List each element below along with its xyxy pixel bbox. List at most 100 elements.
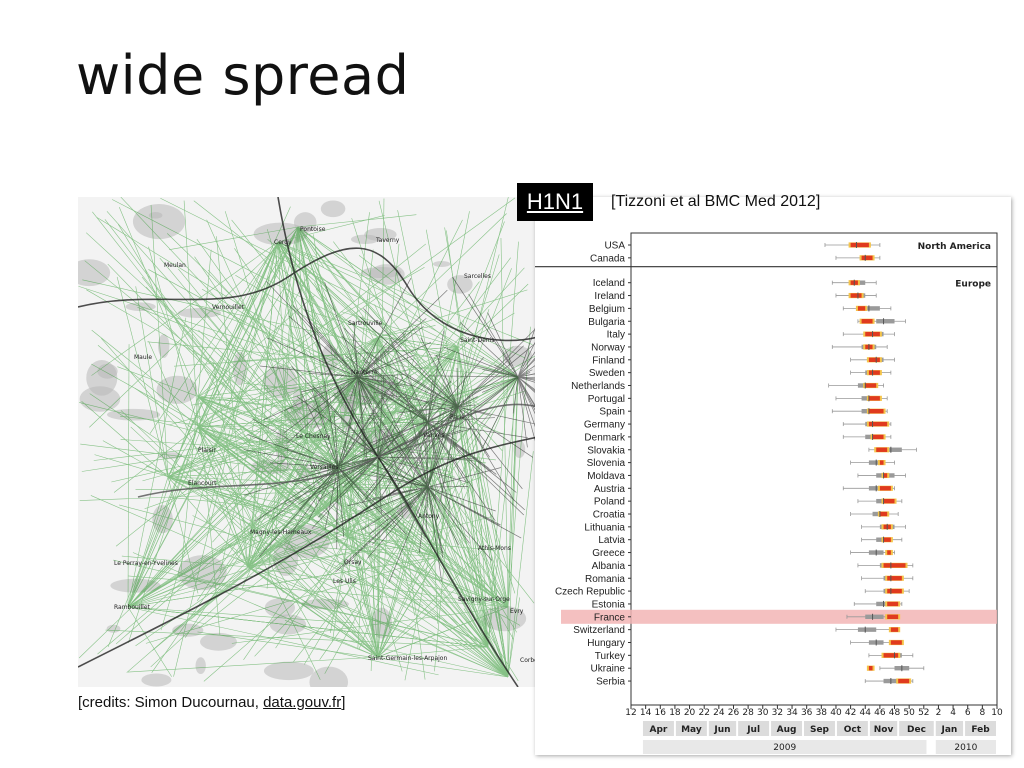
month-label: Jul bbox=[746, 725, 760, 735]
dense-route bbox=[337, 466, 368, 508]
x-tick-label: 52 bbox=[918, 708, 929, 718]
dense-route bbox=[427, 439, 441, 488]
dense-route bbox=[481, 376, 519, 393]
commute-route bbox=[507, 326, 531, 608]
dense-route bbox=[423, 406, 459, 452]
place-label: Rambouillet bbox=[114, 604, 151, 611]
dense-route bbox=[442, 406, 459, 436]
commute-route bbox=[347, 536, 439, 558]
x-tick-label: 14 bbox=[640, 708, 652, 718]
month-label: Jun bbox=[713, 725, 730, 735]
dense-route bbox=[517, 376, 538, 380]
dense-route bbox=[369, 486, 429, 535]
month-label: Nov bbox=[874, 725, 894, 735]
month-cell bbox=[965, 721, 996, 736]
place-label: Cergy bbox=[274, 239, 292, 246]
dense-route bbox=[468, 293, 519, 378]
commute-route bbox=[160, 241, 279, 631]
place-labels: Pontoise Cergy Taverny Meulan Sarcelles Verno… bbox=[114, 226, 538, 664]
commute-route bbox=[127, 511, 319, 608]
commute-route bbox=[377, 346, 459, 458]
urban-area bbox=[86, 359, 118, 396]
commute-route bbox=[197, 426, 339, 468]
dense-route bbox=[384, 406, 459, 441]
month-label: Oct bbox=[844, 725, 862, 735]
country-label: Switzerland bbox=[573, 625, 625, 636]
x-tick-label: 38 bbox=[816, 708, 828, 718]
commute-route bbox=[127, 575, 509, 608]
commute-route bbox=[357, 376, 535, 604]
commute-route bbox=[142, 376, 519, 482]
dense-route bbox=[388, 486, 429, 583]
observed-peak bbox=[861, 255, 873, 261]
place-label: Corbeil bbox=[520, 657, 538, 664]
credits-link[interactable]: data.gouv.fr bbox=[263, 694, 342, 711]
dense-route bbox=[395, 406, 459, 456]
commute-route bbox=[337, 466, 379, 658]
commute-route bbox=[197, 426, 319, 513]
dense-route bbox=[414, 441, 429, 488]
dense-route bbox=[357, 325, 424, 378]
dense-route bbox=[517, 363, 538, 378]
dense-route bbox=[418, 486, 429, 553]
observed-peak bbox=[850, 293, 862, 298]
observed-peak bbox=[876, 447, 888, 452]
urban-area bbox=[148, 212, 163, 219]
dense-route bbox=[457, 401, 472, 408]
observed-peak bbox=[898, 678, 910, 684]
dense-route bbox=[337, 434, 390, 468]
commute-route bbox=[111, 436, 309, 483]
commute-route bbox=[425, 229, 459, 408]
observed-peak bbox=[883, 563, 906, 568]
x-tick-label: 12 bbox=[625, 708, 636, 718]
observed-peak bbox=[887, 601, 899, 607]
commute-route bbox=[107, 426, 199, 647]
commute-route bbox=[377, 289, 528, 338]
dense-route bbox=[361, 486, 429, 531]
commute-route bbox=[148, 269, 429, 423]
observed-peak bbox=[850, 242, 869, 248]
commute-route bbox=[89, 393, 509, 678]
commute-route bbox=[247, 545, 408, 568]
commute-route bbox=[247, 376, 359, 568]
commute-route bbox=[377, 456, 416, 616]
dense-route bbox=[357, 376, 367, 410]
country-label: Denmark bbox=[584, 432, 626, 443]
country-label: Poland bbox=[594, 497, 625, 508]
commute-route bbox=[277, 241, 429, 423]
commute-route bbox=[107, 263, 509, 678]
h1n1-badge-label: H1N1 bbox=[526, 189, 584, 214]
country-label: USA bbox=[604, 241, 625, 252]
dense-route bbox=[377, 420, 394, 458]
commute-route bbox=[91, 329, 319, 513]
commute-route bbox=[357, 376, 509, 678]
commute-route bbox=[113, 559, 489, 648]
month-cell bbox=[675, 721, 707, 736]
commute-route bbox=[151, 376, 359, 673]
commute-route bbox=[197, 346, 459, 612]
dense-route bbox=[517, 318, 538, 378]
dense-route bbox=[434, 354, 519, 378]
commute-route bbox=[357, 376, 449, 407]
urban-area bbox=[513, 440, 526, 458]
commute-route bbox=[127, 536, 349, 608]
dense-route bbox=[427, 421, 497, 475]
dense-route bbox=[357, 376, 387, 419]
year-cell bbox=[642, 740, 927, 754]
dense-route bbox=[411, 421, 429, 426]
place-label: Savigny-sur-Orge bbox=[458, 596, 510, 603]
country-label: Austria bbox=[594, 484, 626, 495]
iqr-box bbox=[883, 447, 902, 452]
commute-route bbox=[333, 241, 459, 408]
commute-route bbox=[198, 329, 309, 438]
place-label: Vanves bbox=[423, 432, 445, 439]
commute-route bbox=[197, 631, 509, 678]
commute-route bbox=[243, 346, 459, 661]
commute-route bbox=[374, 304, 509, 608]
commute-routes bbox=[78, 197, 538, 682]
dense-route bbox=[333, 413, 339, 468]
month-label: May bbox=[681, 725, 702, 735]
x-tick-label: 30 bbox=[757, 708, 769, 718]
dense-route bbox=[267, 337, 359, 378]
commute-route bbox=[183, 200, 199, 428]
